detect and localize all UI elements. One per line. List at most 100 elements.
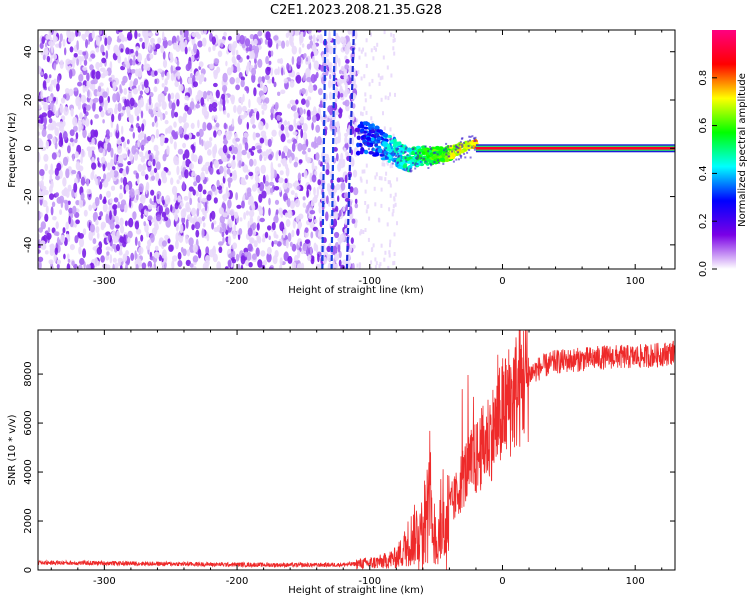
noise-cell (204, 145, 208, 150)
noise-cell (153, 252, 160, 258)
colorbar-tick-label: 0.6 (698, 118, 709, 134)
noise-cell (335, 183, 341, 191)
transition-halo (423, 157, 425, 160)
noise-cell (78, 165, 84, 172)
noise-cell (66, 233, 69, 239)
noise-cell (192, 255, 199, 263)
transition-cell (362, 121, 368, 126)
transition-halo (382, 150, 385, 152)
y-tick-label: 0 (23, 567, 34, 573)
noise-cell (149, 154, 153, 163)
noise-cell (286, 197, 291, 208)
transition-cell (366, 141, 371, 146)
transition-halo (414, 162, 417, 165)
noise-cell (149, 170, 155, 176)
noise-cell (292, 105, 297, 112)
noise-cell (129, 152, 134, 161)
noise-speck (392, 208, 395, 213)
transition-cell (392, 143, 397, 148)
noise-speck (386, 161, 389, 166)
noise-cell (197, 248, 202, 259)
noise-cell (342, 43, 346, 48)
noise-cell (55, 175, 60, 181)
snr-y-ticks: 0 2000 4000 6000 8000 (23, 361, 675, 573)
noise-cell (228, 43, 234, 52)
noise-cell (46, 55, 51, 63)
noise-cell (55, 192, 59, 198)
noise-cell (83, 106, 87, 114)
noise-cell (184, 169, 189, 179)
transition-halo (433, 161, 436, 163)
noise-cell (113, 207, 117, 217)
transition-halo (432, 152, 435, 154)
noise-speck (389, 243, 391, 248)
noise-cell (100, 67, 106, 73)
noise-cell (207, 140, 212, 148)
noise-cell (53, 96, 57, 102)
noise-cell (188, 132, 192, 139)
noise-cell (112, 263, 115, 269)
noise-cell (134, 250, 137, 261)
noise-speck (394, 202, 397, 207)
noise-cell (294, 156, 299, 162)
transition-cell (387, 160, 391, 163)
y-tick-label: 0 (23, 145, 34, 151)
noise-cell (211, 102, 218, 108)
noise-cell (238, 160, 242, 169)
noise-cell (233, 146, 238, 155)
noise-cell (122, 106, 126, 111)
noise-cell (221, 221, 225, 228)
noise-cell (162, 51, 166, 60)
noise-cell (195, 229, 200, 238)
noise-cell (222, 144, 228, 154)
transition-halo (396, 162, 399, 165)
noise-cell (182, 153, 186, 161)
transition-halo (412, 162, 414, 165)
transition-halo (470, 146, 473, 149)
noise-speck (388, 207, 391, 212)
noise-cell (85, 118, 90, 127)
noise-speck (363, 74, 366, 79)
noise-cell (51, 201, 56, 208)
noise-cell (170, 204, 173, 212)
noise-cell (296, 56, 302, 66)
noise-cell (38, 260, 42, 269)
x-tick-label: -200 (226, 276, 249, 287)
noise-cell (309, 221, 315, 229)
noise-cell (335, 205, 339, 213)
noise-cell (52, 35, 58, 43)
noise-cell (314, 165, 318, 170)
noise-cell (213, 159, 220, 169)
noise-cell (214, 114, 218, 121)
noise-cell (124, 220, 128, 227)
transition-halo (474, 136, 477, 139)
noise-cell (181, 216, 186, 224)
noise-cell (232, 230, 237, 240)
noise-cell (288, 156, 293, 164)
noise-cell (190, 122, 195, 129)
noise-cell (121, 80, 126, 86)
noise-cell (136, 177, 140, 185)
noise-cell (165, 195, 171, 205)
transition-halo (374, 143, 377, 146)
noise-cell (67, 253, 70, 260)
noise-cell (279, 57, 284, 65)
noise-cell (80, 192, 85, 201)
noise-cell (192, 189, 196, 196)
noise-cell (175, 232, 180, 242)
noise-cell (265, 174, 269, 183)
transition-halo (367, 148, 370, 151)
noise-cell (154, 245, 159, 252)
noise-cell (218, 149, 222, 156)
noise-cell (302, 75, 306, 82)
transition-halo (436, 153, 439, 156)
noise-cell (62, 131, 68, 141)
noise-cell (200, 171, 205, 181)
transition-cell (393, 138, 397, 143)
noise-cell (251, 201, 255, 210)
noise-cell (333, 147, 338, 152)
figure-title: C2E1.2023.208.21.35.G28 (270, 3, 442, 18)
transition-halo (449, 145, 452, 148)
noise-cell (289, 241, 293, 247)
noise-speck (390, 73, 393, 78)
